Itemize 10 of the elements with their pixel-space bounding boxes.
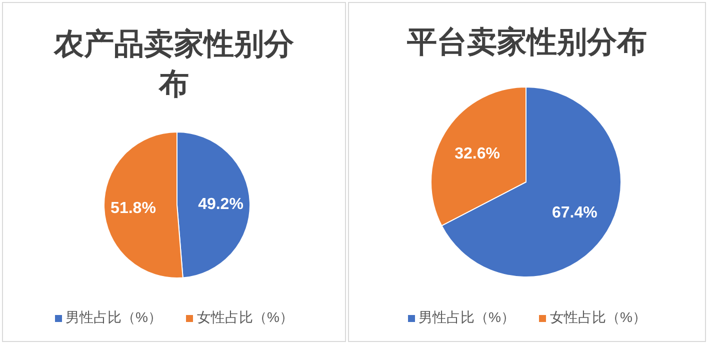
legend-label: 男性占比（%）: [64, 309, 162, 325]
legend-label: 女性占比（%）: [549, 309, 646, 325]
data-label: 51.8%: [110, 200, 156, 217]
legend-label: 男性占比（%）: [418, 309, 515, 325]
data-label: 67.4%: [552, 204, 598, 222]
chart-title: 平台卖家性别分布: [406, 24, 648, 61]
chart-title: 农产品卖家性别分布: [52, 26, 295, 103]
data-label: 49.2%: [198, 196, 244, 214]
data-label: 32.6%: [454, 145, 500, 162]
legend-label: 女性占比（%）: [196, 309, 294, 325]
